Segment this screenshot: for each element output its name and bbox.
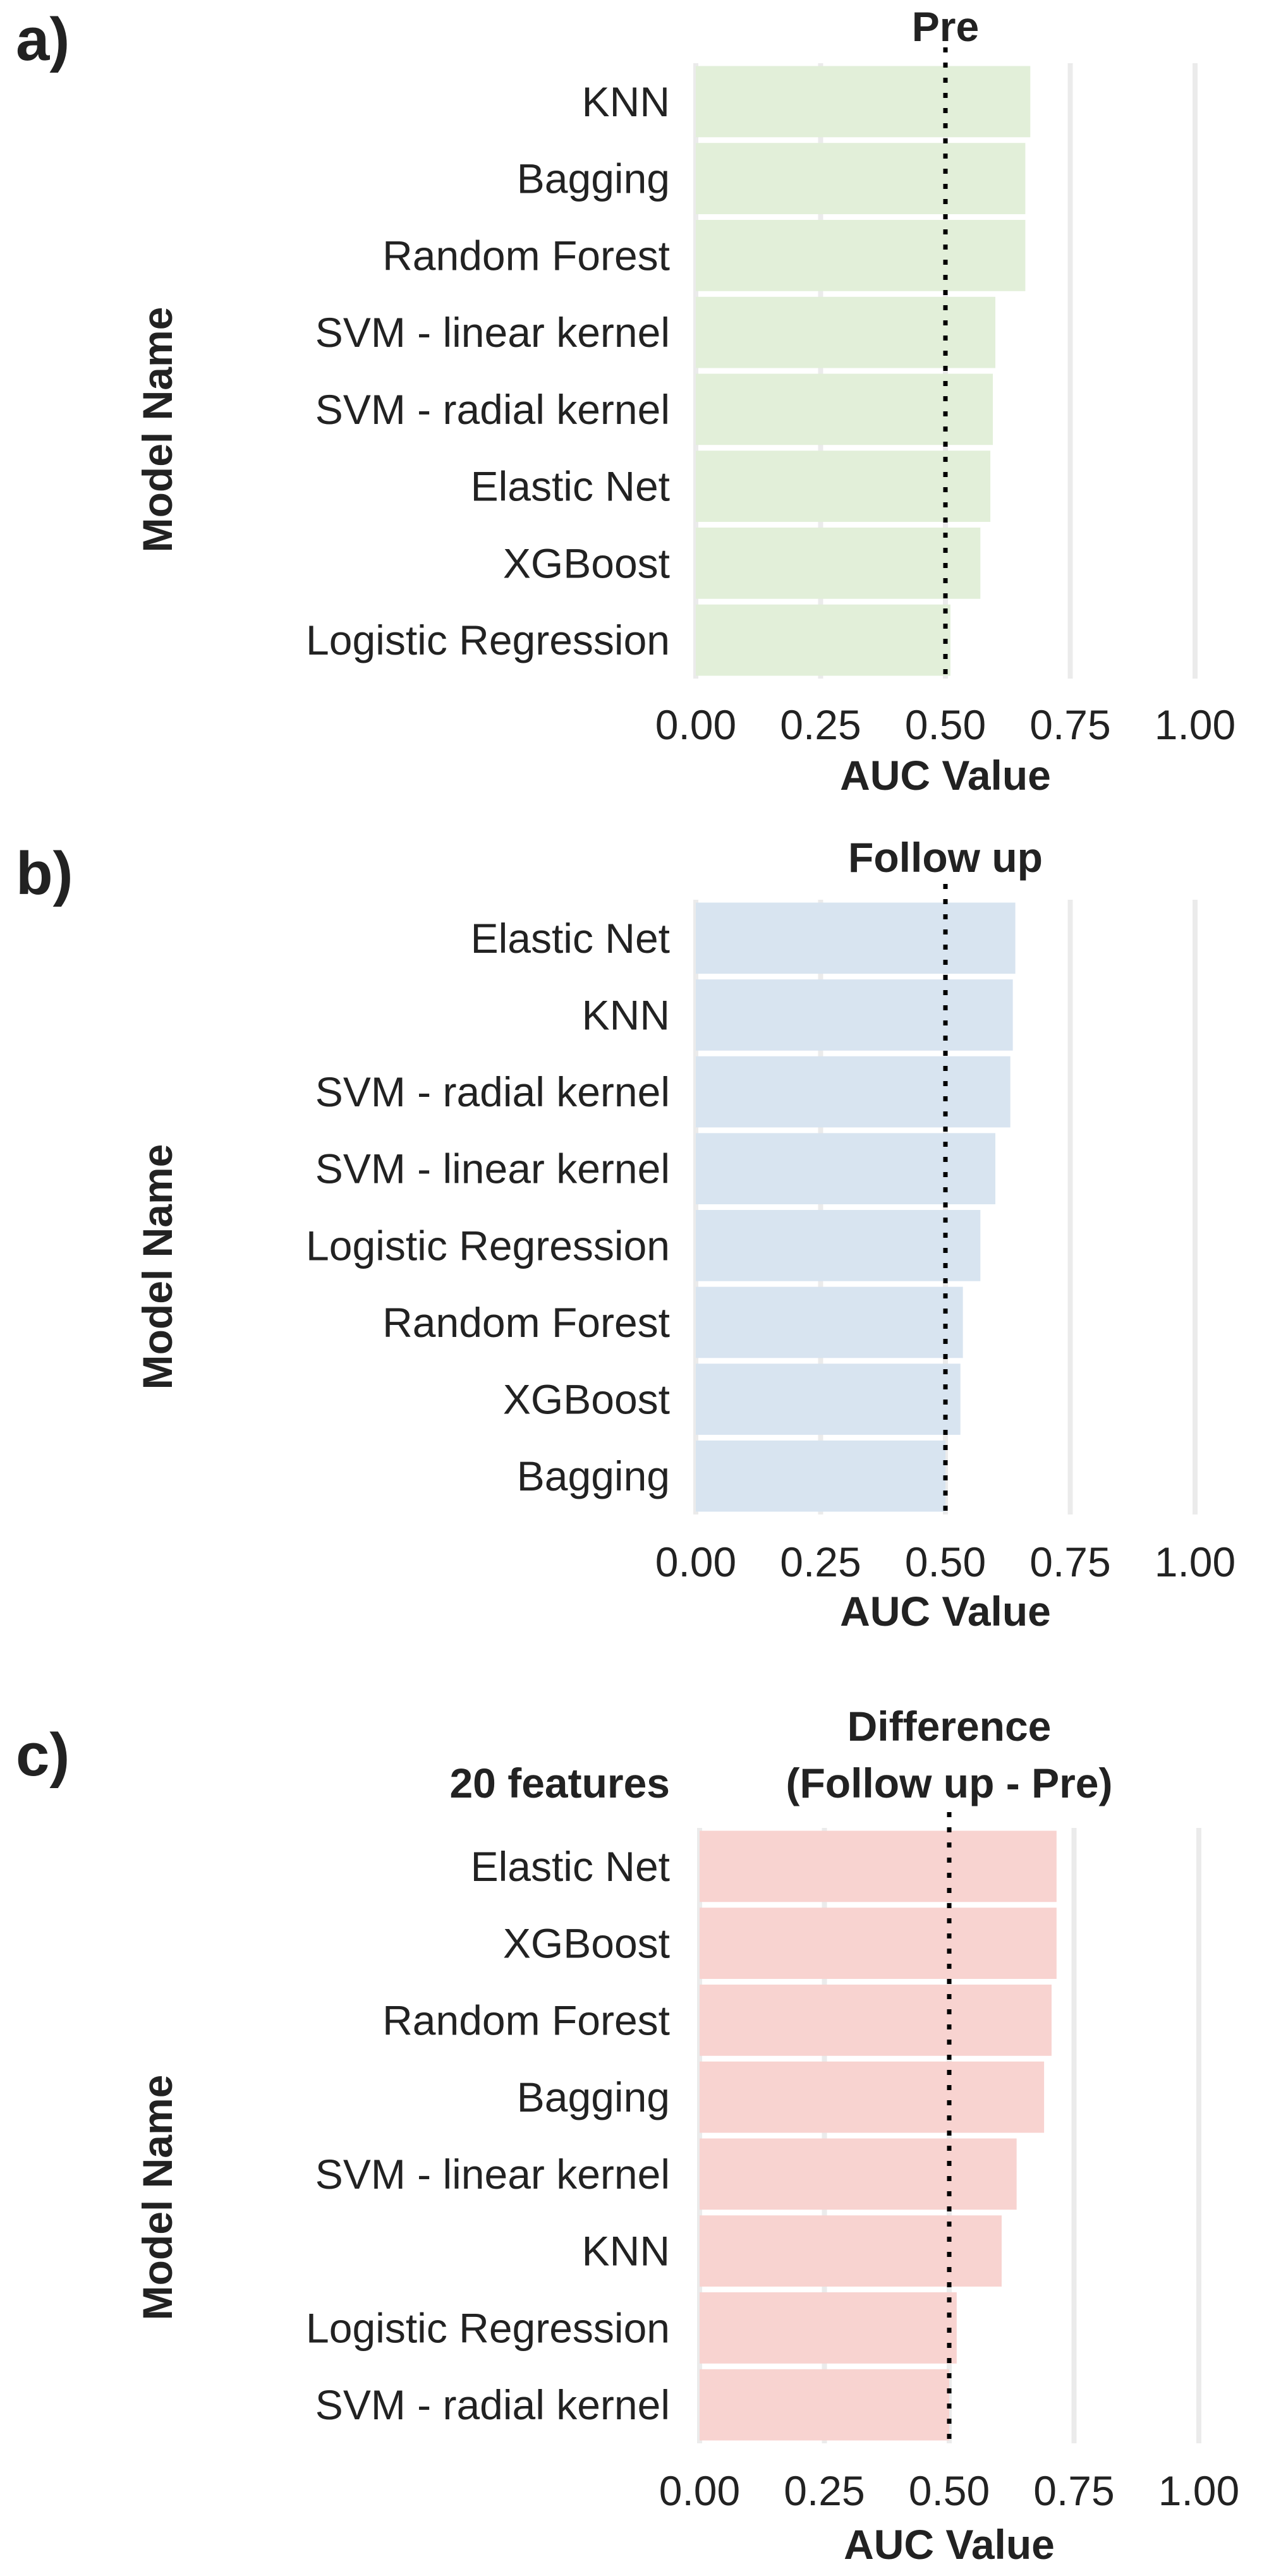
bar-bagging xyxy=(696,1440,945,1512)
x-axis-title: AUC Value xyxy=(840,752,1051,799)
bar-elastic-net xyxy=(700,1830,1057,1902)
category-label: Elastic Net xyxy=(471,1843,670,1890)
y-axis-title: Model Name xyxy=(134,307,181,553)
category-label: Logistic Regression xyxy=(306,1222,670,1269)
x-tick-label: 0.50 xyxy=(905,1539,986,1585)
category-label: KNN xyxy=(582,991,670,1038)
category-label: SVM - linear kernel xyxy=(315,309,670,356)
panel-title-line: Pre xyxy=(912,3,979,50)
bars xyxy=(700,1830,1057,2441)
x-tick-label: 0.00 xyxy=(659,2467,740,2514)
bar-xgboost xyxy=(700,1908,1057,1979)
bar-logistic-regression xyxy=(700,2292,957,2364)
category-label: XGBoost xyxy=(503,540,670,586)
bar-svm-linear-kernel xyxy=(696,1133,995,1204)
panel-label: c) xyxy=(16,1721,70,1789)
x-tick-label: 0.00 xyxy=(655,701,736,748)
category-label: Logistic Regression xyxy=(306,2304,670,2351)
x-tick-label: 0.75 xyxy=(1029,1539,1110,1585)
category-label: Random Forest xyxy=(382,232,670,279)
category-labels: Elastic Net XGBoost Random Forest Bagging SV… xyxy=(306,1843,670,2428)
category-label: KNN xyxy=(582,78,670,125)
category-label: SVM - radial kernel xyxy=(315,2381,670,2428)
panel-3: c) Difference (Follow up - Pre) 20 features… xyxy=(16,1703,1239,2568)
bar-logistic-regression xyxy=(696,604,950,676)
bar-random-forest xyxy=(696,220,1026,291)
bar-xgboost xyxy=(696,528,981,599)
category-labels: KNN Bagging Random Forest SVM - linear kern… xyxy=(306,78,670,663)
bar-svm-radial-kernel xyxy=(700,2369,949,2441)
category-label: SVM - linear kernel xyxy=(315,2151,670,2198)
x-tick-label: 0.75 xyxy=(1033,2467,1114,2514)
x-tick-label: 1.00 xyxy=(1158,2467,1239,2514)
x-axis-title: AUC Value xyxy=(844,2521,1055,2568)
bar-random-forest xyxy=(696,1286,963,1358)
bar-svm-linear-kernel xyxy=(696,296,995,368)
x-tick-label: 0.25 xyxy=(780,701,861,748)
bar-bagging xyxy=(696,143,1026,214)
x-tick-labels: 0.00 0.25 0.50 0.75 1.00 xyxy=(655,1539,1236,1585)
panel-1: a) Pre KNN Bagging Random Forest SVM - linear… xyxy=(16,3,1236,799)
category-label: XGBoost xyxy=(503,1920,670,1967)
bar-knn xyxy=(700,2215,1002,2287)
x-tick-label: 0.50 xyxy=(909,2467,990,2514)
panel-title-line: (Follow up - Pre) xyxy=(786,1760,1113,1806)
bar-bagging xyxy=(700,2061,1045,2133)
x-tick-label: 0.50 xyxy=(905,701,986,748)
bar-knn xyxy=(696,979,1013,1051)
category-label: KNN xyxy=(582,2228,670,2275)
panel-label: b) xyxy=(16,840,73,907)
category-label: Elastic Net xyxy=(471,915,670,962)
bar-logistic-regression xyxy=(696,1210,981,1281)
category-label: Bagging xyxy=(517,1453,670,1499)
x-tick-label: 0.25 xyxy=(780,1539,861,1585)
bar-knn xyxy=(696,66,1031,138)
y-axis-title: Model Name xyxy=(134,2075,181,2321)
x-tick-label: 0.25 xyxy=(784,2467,865,2514)
x-tick-labels: 0.00 0.25 0.50 0.75 1.00 xyxy=(659,2467,1239,2514)
bar-elastic-net xyxy=(696,450,991,522)
category-label: XGBoost xyxy=(503,1376,670,1423)
category-label: SVM - radial kernel xyxy=(315,1068,670,1115)
y-axis-title: Model Name xyxy=(134,1144,181,1390)
panel-2: b) Follow up Elastic Net KNN SVM - radial ke… xyxy=(16,834,1236,1635)
bar-svm-radial-kernel xyxy=(696,1056,1011,1128)
bar-xgboost xyxy=(696,1364,961,1435)
bars xyxy=(696,66,1031,676)
panel-title-line: Difference xyxy=(847,1703,1052,1750)
category-label: SVM - radial kernel xyxy=(315,386,670,433)
category-label: Bagging xyxy=(517,2074,670,2120)
bar-random-forest xyxy=(700,1985,1052,2056)
category-label: SVM - linear kernel xyxy=(315,1146,670,1192)
category-labels: Elastic Net KNN SVM - radial kernel SVM - l… xyxy=(306,915,670,1499)
category-label: Elastic Net xyxy=(471,463,670,510)
bar-svm-radial-kernel xyxy=(696,373,993,445)
bar-svm-linear-kernel xyxy=(700,2138,1017,2210)
x-tick-labels: 0.00 0.25 0.50 0.75 1.00 xyxy=(655,701,1236,748)
x-tick-label: 1.00 xyxy=(1155,1539,1236,1585)
bars xyxy=(696,902,1016,1512)
category-label: Random Forest xyxy=(382,1299,670,1346)
feature-count-note: 20 features xyxy=(449,1760,670,1806)
x-axis-title: AUC Value xyxy=(840,1588,1051,1635)
category-label: Bagging xyxy=(517,155,670,202)
category-label: Random Forest xyxy=(382,1997,670,2043)
panel-title-line: Follow up xyxy=(848,834,1043,881)
category-label: Logistic Regression xyxy=(306,617,670,663)
x-tick-label: 1.00 xyxy=(1155,701,1236,748)
panel-label: a) xyxy=(16,6,70,73)
bar-elastic-net xyxy=(696,902,1016,974)
x-tick-label: 0.75 xyxy=(1029,701,1110,748)
x-tick-label: 0.00 xyxy=(655,1539,736,1585)
